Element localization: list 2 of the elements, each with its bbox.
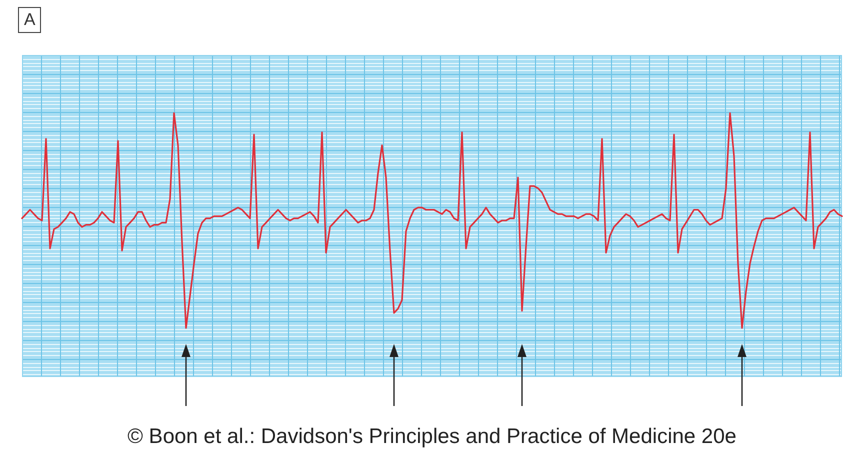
- text: © Boon et al.: Davidson's Principles and Practice of Medicine 20e: [126, 425, 738, 449]
- chart-title: A: [18, 7, 42, 33]
